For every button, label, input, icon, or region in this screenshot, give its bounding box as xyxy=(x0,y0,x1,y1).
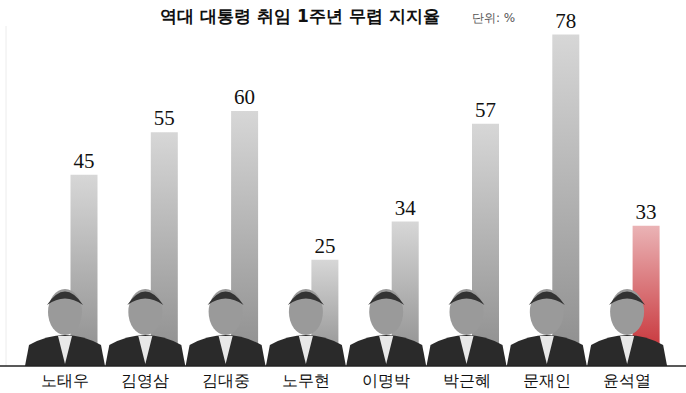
category-label: 노태우 xyxy=(41,371,89,390)
data-label: 57 xyxy=(475,98,496,122)
chart-title: 역대 대통령 취임 1주년 무렵 지지율 xyxy=(160,6,439,26)
portrait-head xyxy=(209,289,243,335)
portrait-body xyxy=(105,335,185,366)
portrait-shirt xyxy=(219,336,233,364)
portrait-head xyxy=(450,289,484,335)
baseline xyxy=(0,365,686,367)
portrait-head xyxy=(128,289,162,335)
portrait-shirt xyxy=(58,336,72,364)
portrait-body xyxy=(25,335,105,366)
portrait-head xyxy=(530,289,564,335)
portrait-head xyxy=(610,289,644,335)
data-label: 45 xyxy=(74,149,95,173)
portrait-body xyxy=(427,335,507,366)
portrait-hair xyxy=(127,292,163,306)
data-label: 34 xyxy=(395,196,417,220)
data-label: 78 xyxy=(555,9,576,33)
portrait-hair xyxy=(449,292,485,306)
category-label: 박근혜 xyxy=(443,371,491,390)
portrait-body xyxy=(346,335,426,366)
portrait-body xyxy=(507,335,587,366)
portrait-hair xyxy=(609,292,645,306)
data-label: 55 xyxy=(154,106,175,130)
portraits-group xyxy=(25,289,667,366)
chart-container: 역대 대통령 취임 1주년 무렵 지지율 단위: % 45 55 60 25 34 57 78 3… xyxy=(0,0,686,393)
portrait-head xyxy=(289,289,323,335)
portrait-body xyxy=(186,335,266,366)
unit-label: 단위: % xyxy=(472,11,515,25)
category-label: 윤석열 xyxy=(603,371,651,390)
portrait-shirt xyxy=(138,336,152,364)
data-label: 60 xyxy=(234,85,255,109)
category-label: 김영삼 xyxy=(121,371,169,390)
portrait-hair xyxy=(529,292,565,306)
data-label: 33 xyxy=(636,200,657,224)
portrait-hair xyxy=(288,292,324,306)
portrait-hair xyxy=(47,292,83,306)
category-label: 문재인 xyxy=(523,371,571,390)
portrait-hair xyxy=(208,292,244,306)
value-axis-line xyxy=(6,26,7,366)
page: {"chart_data": {"type": "bar", "title": … xyxy=(0,0,686,393)
bars-group xyxy=(71,35,660,367)
data-labels-group: 45 55 60 25 34 57 78 33 xyxy=(74,9,657,258)
category-label: 노무현 xyxy=(282,371,330,390)
category-label: 이명박 xyxy=(362,371,410,390)
chart-svg: 역대 대통령 취임 1주년 무렵 지지율 단위: % 45 55 60 25 34 57 78 3… xyxy=(0,0,686,393)
portrait-hair xyxy=(368,292,404,306)
data-label: 25 xyxy=(314,234,335,258)
portrait-shirt xyxy=(460,336,474,364)
category-label: 김대중 xyxy=(202,371,250,390)
portrait-head xyxy=(369,289,403,335)
portrait-shirt xyxy=(540,336,554,364)
portrait-body xyxy=(266,335,346,366)
portrait-shirt xyxy=(299,336,313,364)
portrait-shirt xyxy=(620,336,634,364)
portrait-body xyxy=(587,335,667,366)
portrait-shirt xyxy=(379,336,393,364)
portrait-head xyxy=(48,289,82,335)
